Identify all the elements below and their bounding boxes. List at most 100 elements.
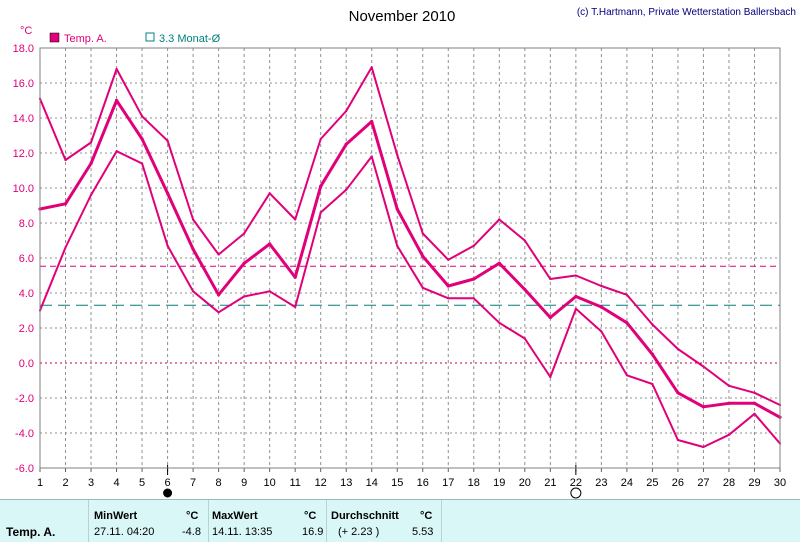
series-line-mean (39, 99, 781, 419)
x-tick-label: 19 (493, 477, 505, 489)
y-tick-label: 6.0 (19, 253, 34, 265)
x-tick-label: 7 (190, 477, 196, 489)
x-tick-label: 18 (468, 477, 480, 489)
max-header: MaxWert (212, 510, 258, 522)
data-point-min (319, 211, 322, 214)
x-tick-label: 13 (340, 477, 352, 489)
data-point-min (192, 290, 195, 293)
data-point-mean (191, 247, 195, 251)
data-point-min (574, 307, 577, 310)
series-line-min (39, 150, 781, 448)
data-point-mean (217, 293, 221, 297)
min-header: MinWert (94, 510, 138, 522)
data-point-max (625, 293, 628, 296)
y-axis-unit: °C (20, 25, 32, 37)
data-point-mean (114, 98, 119, 103)
x-tick-label: 5 (139, 477, 145, 489)
data-point-max (64, 158, 67, 162)
chart-title: November 2010 (349, 8, 456, 25)
max-value: 16.9 (302, 526, 324, 538)
data-point-max (498, 218, 501, 221)
full-moon-icon (570, 487, 582, 499)
data-point-max (89, 141, 93, 144)
moon-markers (163, 465, 582, 499)
y-tick-label: 2.0 (19, 323, 34, 335)
grid (40, 48, 780, 468)
data-point-mean (89, 161, 93, 166)
x-tick-label: 20 (519, 477, 531, 489)
data-point-max (268, 192, 271, 195)
x-tick-label: 22 (570, 477, 582, 489)
max-datetime: 14.11. 13:35 (212, 526, 273, 538)
data-point-max (727, 384, 731, 387)
y-tick-label: 12.0 (13, 148, 34, 160)
data-point-max (243, 232, 246, 235)
data-point-min (166, 244, 169, 247)
data-point-mean (344, 142, 348, 146)
data-point-min (396, 244, 399, 247)
x-tick-label: 29 (748, 477, 760, 489)
avg-unit: °C (420, 510, 433, 522)
legend-swatch-monthly (145, 32, 155, 42)
legend-label-monthly: 3.3 Monat-Ø (159, 33, 221, 45)
reference-lines (40, 265, 780, 306)
y-tick-label: -2.0 (15, 393, 34, 405)
data-point-min (600, 330, 603, 333)
data-point-max (140, 115, 144, 118)
data-point-min (370, 155, 373, 158)
temperature-chart: November 2010 (c) T.Hartmann, Private We… (13, 7, 796, 499)
data-point-max (549, 277, 552, 281)
data-point-max (600, 284, 603, 288)
data-point-mean (421, 254, 425, 258)
avg-header: Durchschnitt (331, 510, 399, 522)
data-point-max (192, 218, 195, 221)
data-point-max (523, 239, 526, 242)
legend: Temp. A. 3.3 Monat-Ø (49, 32, 221, 45)
series-line-max (39, 66, 781, 406)
data-point-max (421, 232, 424, 235)
x-tick-label: 26 (672, 477, 684, 489)
data-point-min (676, 438, 680, 442)
data-point-mean (701, 405, 706, 409)
min-datetime: 27.11. 04:20 (94, 526, 155, 538)
x-tick-label: 11 (289, 477, 300, 489)
avg-delta: (+ 2.23 ) (338, 526, 380, 538)
max-unit: °C (304, 510, 317, 522)
x-tick-label: 28 (723, 477, 735, 489)
data-point-min (115, 150, 118, 153)
data-point-mean (472, 277, 476, 281)
y-tick-label: 16.0 (13, 78, 34, 90)
data-point-max (319, 137, 322, 141)
data-point-mean (625, 321, 629, 325)
data-point-min (447, 297, 450, 300)
data-point-max (651, 323, 654, 326)
y-tick-label: 0.0 (19, 358, 34, 370)
stats-row-label: Temp. A. (6, 525, 56, 539)
avg-value: 5.53 (412, 526, 434, 538)
y-axis-ticks: 18.0 16.0 14.0 12.0 10.0 8.0 6.0 4.0 2.0 0.0 -2.0 -… (13, 43, 34, 475)
data-point-mean (293, 275, 297, 279)
x-axis-ticks: 1 2 3 4 5 6 7 8 9 10 11 12 13 14 15 16 17 18 19 20 21 22 23 24 2… (37, 468, 786, 489)
data-point-mean (165, 191, 170, 195)
data-point-mean (319, 184, 323, 188)
x-tick-label: 25 (646, 477, 658, 489)
data-point-max (396, 153, 399, 156)
data-point-mean (268, 242, 272, 246)
new-moon-icon (163, 488, 173, 498)
x-tick-label: 23 (595, 477, 607, 489)
data-point-mean (523, 287, 527, 292)
data-point-max (294, 218, 297, 221)
x-tick-label: 10 (264, 477, 276, 489)
min-value: -4.8 (182, 526, 201, 538)
y-tick-label: -6.0 (15, 463, 34, 475)
data-point-mean (650, 352, 655, 356)
x-tick-label: 3 (88, 477, 94, 489)
plot-frame (39, 47, 781, 469)
x-tick-label: 9 (241, 477, 247, 489)
statistics-panel: Temp. A. MinWert °C 27.11. 04:20 -4.8 Ma… (0, 499, 800, 542)
data-point-max (574, 274, 577, 277)
data-point-max (345, 109, 348, 113)
x-tick-label: 12 (315, 477, 327, 489)
data-point-min (702, 445, 705, 449)
data-point-min (217, 311, 220, 314)
